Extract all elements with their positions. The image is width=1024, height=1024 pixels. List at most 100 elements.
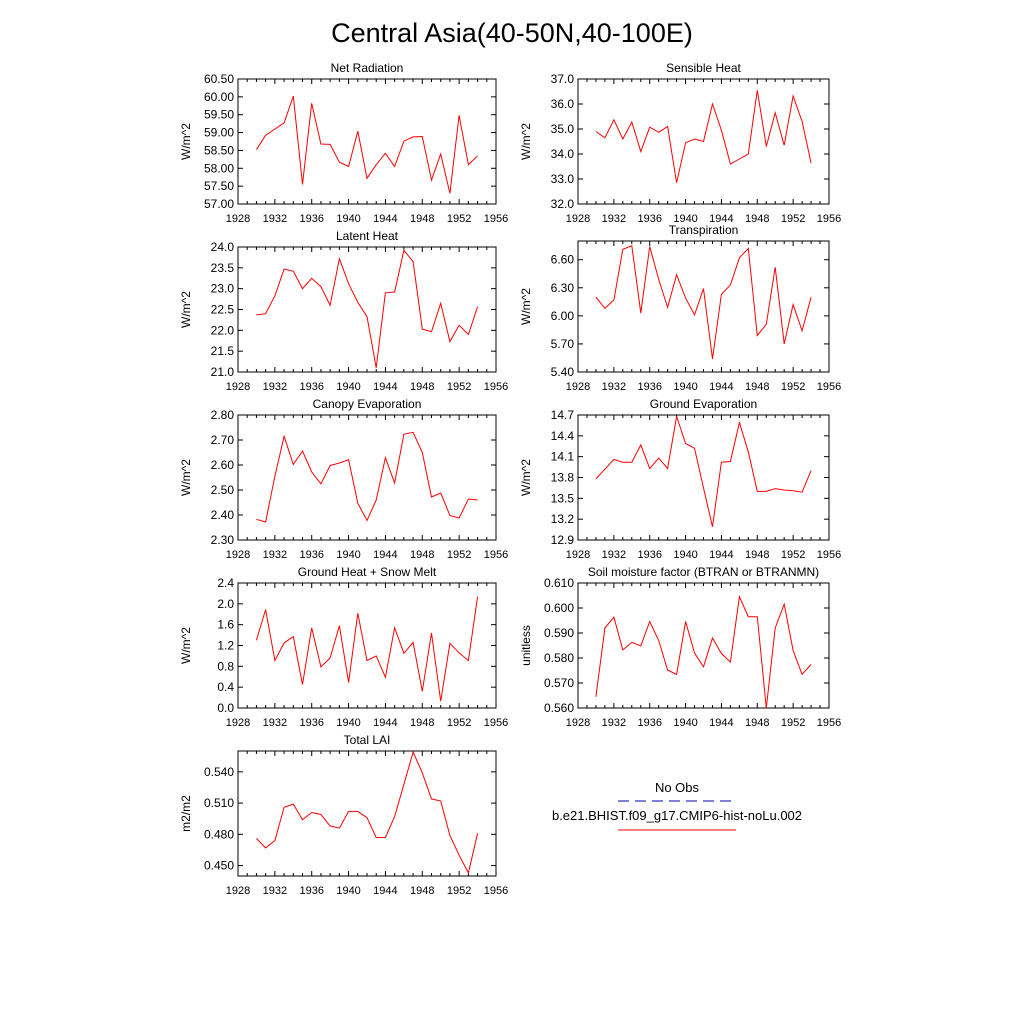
y-tick-label: 21.0 (211, 365, 235, 379)
y-tick-label: 0.600 (544, 601, 574, 615)
y-tick-label: 2.0 (217, 597, 234, 611)
series-line (256, 750, 479, 875)
x-tick-label: 1952 (447, 381, 471, 393)
y-tick-label: 0.4 (217, 680, 234, 694)
y-tick-label: 0.570 (544, 676, 574, 690)
x-tick-label: 1940 (336, 717, 360, 729)
plot-frame (237, 750, 497, 877)
y-tick-label: 0.450 (204, 859, 234, 873)
page-title: Central Asia(40-50N,40-100E) (331, 18, 693, 48)
y-tick-label: 57.50 (204, 179, 234, 193)
x-tick-label: 1936 (299, 381, 323, 393)
x-tick-label: 1932 (263, 381, 287, 393)
y-tick-label: 58.50 (204, 143, 234, 157)
y-tick-label: 37.0 (551, 72, 575, 86)
y-tick-label: 23.0 (211, 282, 235, 296)
panel-title: Soil moisture factor (BTRAN or BTRANMN) (588, 565, 819, 579)
x-tick-label: 1932 (602, 381, 626, 393)
x-tick-label: 1932 (263, 717, 287, 729)
y-axis-label: W/m^2 (519, 123, 533, 160)
x-tick-label: 1936 (637, 717, 661, 729)
series-line (255, 95, 478, 194)
x-tick-label: 1952 (781, 381, 805, 393)
y-tick-label: 24.0 (211, 240, 235, 254)
y-axis-label: W/m^2 (519, 459, 533, 496)
y-tick-label: 14.1 (551, 450, 575, 464)
x-tick-label: 1956 (484, 381, 508, 393)
series-line (595, 416, 812, 527)
x-tick-label: 1944 (709, 213, 733, 225)
legend-label: No Obs (655, 780, 700, 795)
y-tick-label: 32.0 (551, 197, 575, 211)
x-tick-label: 1952 (447, 717, 471, 729)
panel-title: Total LAI (344, 733, 391, 747)
x-tick-label: 1952 (447, 213, 471, 225)
x-tick-label: 1928 (566, 213, 590, 225)
x-tick-label: 1956 (817, 717, 841, 729)
y-tick-label: 33.0 (551, 172, 575, 186)
x-tick-label: 1936 (299, 549, 323, 561)
x-tick-label: 1948 (745, 717, 769, 729)
y-tick-label: 22.0 (211, 323, 235, 337)
y-tick-label: 21.5 (211, 344, 235, 358)
x-tick-label: 1932 (263, 549, 287, 561)
chart-panel: 1928 1932 1936 1940 1944 1948 1952 1956 5.40 5.70… (519, 223, 841, 393)
x-tick-label: 1932 (602, 549, 626, 561)
x-tick-label: 1952 (781, 213, 805, 225)
chart-panel: 1928 1932 1936 1940 1944 1948 1952 1956 0.560 0.5… (519, 565, 841, 729)
y-tick-label: 2.50 (211, 483, 235, 497)
x-tick-label: 1928 (226, 549, 250, 561)
x-tick-label: 1952 (781, 549, 805, 561)
y-tick-label: 6.60 (551, 253, 575, 267)
x-tick-label: 1948 (410, 717, 434, 729)
x-tick-label: 1948 (745, 213, 769, 225)
y-tick-label: 5.70 (551, 337, 575, 351)
x-tick-label: 1956 (484, 885, 508, 897)
panel-title: Canopy Evaporation (313, 397, 422, 411)
y-tick-label: 0.540 (204, 765, 234, 779)
x-tick-label: 1940 (673, 381, 697, 393)
y-tick-label: 6.30 (551, 281, 575, 295)
y-tick-label: 14.4 (551, 429, 575, 443)
x-tick-label: 1944 (709, 381, 733, 393)
chart-panel: 1928 1932 1936 1940 1944 1948 1952 1956 2.30 2.40… (179, 397, 508, 561)
y-tick-label: 35.0 (551, 122, 575, 136)
y-axis-label: m2/m2 (179, 795, 193, 832)
y-tick-label: 0.610 (544, 576, 574, 590)
y-axis-label: W/m^2 (179, 123, 193, 160)
panel-title: Ground Evaporation (650, 397, 757, 411)
chart-panel: 1928 1932 1936 1940 1944 1948 1952 1956 32.0 33.0… (519, 61, 841, 225)
y-tick-label: 0.510 (204, 796, 234, 810)
y-tick-label: 59.50 (204, 108, 234, 122)
x-tick-label: 1932 (602, 213, 626, 225)
x-tick-label: 1952 (781, 717, 805, 729)
y-tick-label: 12.9 (551, 533, 575, 547)
y-axis-label: unitless (519, 625, 533, 666)
plot-frame (237, 582, 497, 709)
y-tick-label: 0.590 (544, 626, 574, 640)
y-tick-label: 23.5 (211, 261, 235, 275)
panels: 1928 1932 1936 1940 1944 1948 1952 1956 57.00 57.… (179, 61, 841, 897)
legend-label: b.e21.BHIST.f09_g17.CMIP6-hist-noLu.002 (552, 808, 802, 823)
x-tick-label: 1928 (566, 381, 590, 393)
x-tick-label: 1944 (709, 717, 733, 729)
x-tick-label: 1928 (226, 885, 250, 897)
x-tick-label: 1936 (299, 717, 323, 729)
y-tick-label: 2.4 (217, 576, 234, 590)
y-tick-label: 2.60 (211, 458, 235, 472)
x-tick-label: 1952 (447, 885, 471, 897)
x-tick-label: 1932 (263, 213, 287, 225)
x-tick-label: 1928 (226, 717, 250, 729)
panel-title: Net Radiation (331, 61, 404, 75)
y-axis-label: W/m^2 (519, 288, 533, 325)
panel-title: Ground Heat + Snow Melt (298, 565, 437, 579)
x-tick-label: 1940 (673, 549, 697, 561)
y-tick-label: 0.480 (204, 827, 234, 841)
legend: No Obs b.e21.BHIST.f09_g17.CMIP6-hist-noL… (552, 780, 802, 831)
x-tick-label: 1948 (410, 213, 434, 225)
x-tick-label: 1956 (484, 717, 508, 729)
y-axis-label: W/m^2 (179, 627, 193, 664)
series-line (595, 90, 812, 183)
x-tick-label: 1948 (410, 549, 434, 561)
chart-panel: 1928 1932 1936 1940 1944 1948 1952 1956 0.450 0.4… (179, 733, 508, 897)
